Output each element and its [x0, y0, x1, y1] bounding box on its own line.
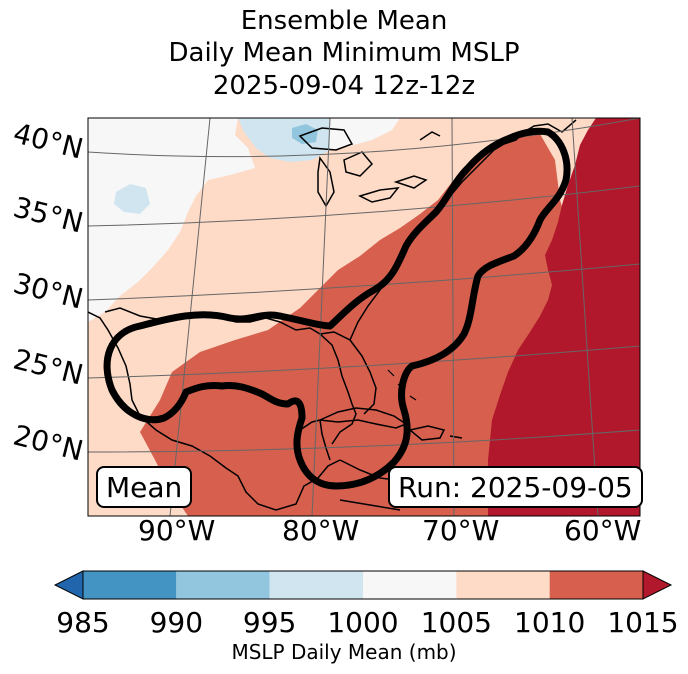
run-date-label-box: Run: 2025-09-05	[388, 466, 643, 508]
colorbar-tick-990: 990	[149, 606, 204, 639]
lon-label-60w: 60°W	[564, 514, 642, 547]
colorbar-title: MSLP Daily Mean (mb)	[231, 640, 457, 664]
colorbar-bin-985-990	[83, 571, 177, 599]
florida-coast	[319, 331, 377, 415]
map-frame	[87, 117, 641, 517]
colorbar-bin-1000-1005	[363, 571, 457, 599]
lon-label-90w: 90°W	[138, 514, 216, 547]
lon-label-70w: 70°W	[422, 514, 500, 547]
colorbar-bin-1010-1015	[549, 571, 643, 599]
colorbar-tick-995: 995	[242, 606, 297, 639]
colorbar-border	[82, 570, 644, 600]
field-995-1000	[114, 118, 330, 214]
lon-label-80w: 80°W	[282, 514, 360, 547]
title-line-1: Ensemble Mean	[240, 6, 448, 36]
colorbar-bin-995-1000	[269, 571, 363, 599]
colorbar-extend-high	[642, 570, 673, 600]
colorbar-tick-1005: 1005	[420, 606, 492, 639]
colorbar-extend-low	[53, 570, 84, 600]
forecast-contour	[103, 127, 571, 490]
colorbar	[53, 570, 673, 600]
title-line-3: 2025-09-04 12z-12z	[212, 71, 476, 101]
colorbar-bin-990-995	[176, 571, 270, 599]
colorbar-tick-1015: 1015	[607, 606, 679, 639]
colorbar-bin-1005-1010	[456, 571, 550, 599]
title-line-2: Daily Mean Minimum MSLP	[168, 38, 520, 68]
hispaniola	[408, 425, 463, 441]
colorbar-tick-985: 985	[56, 606, 110, 639]
colorbar-tick-1010: 1010	[514, 606, 586, 639]
field-above-1015	[488, 118, 640, 516]
field-1000-1005	[88, 118, 400, 322]
mean-label-box: Mean	[96, 466, 193, 508]
colorbar-tick-1000: 1000	[327, 606, 399, 639]
